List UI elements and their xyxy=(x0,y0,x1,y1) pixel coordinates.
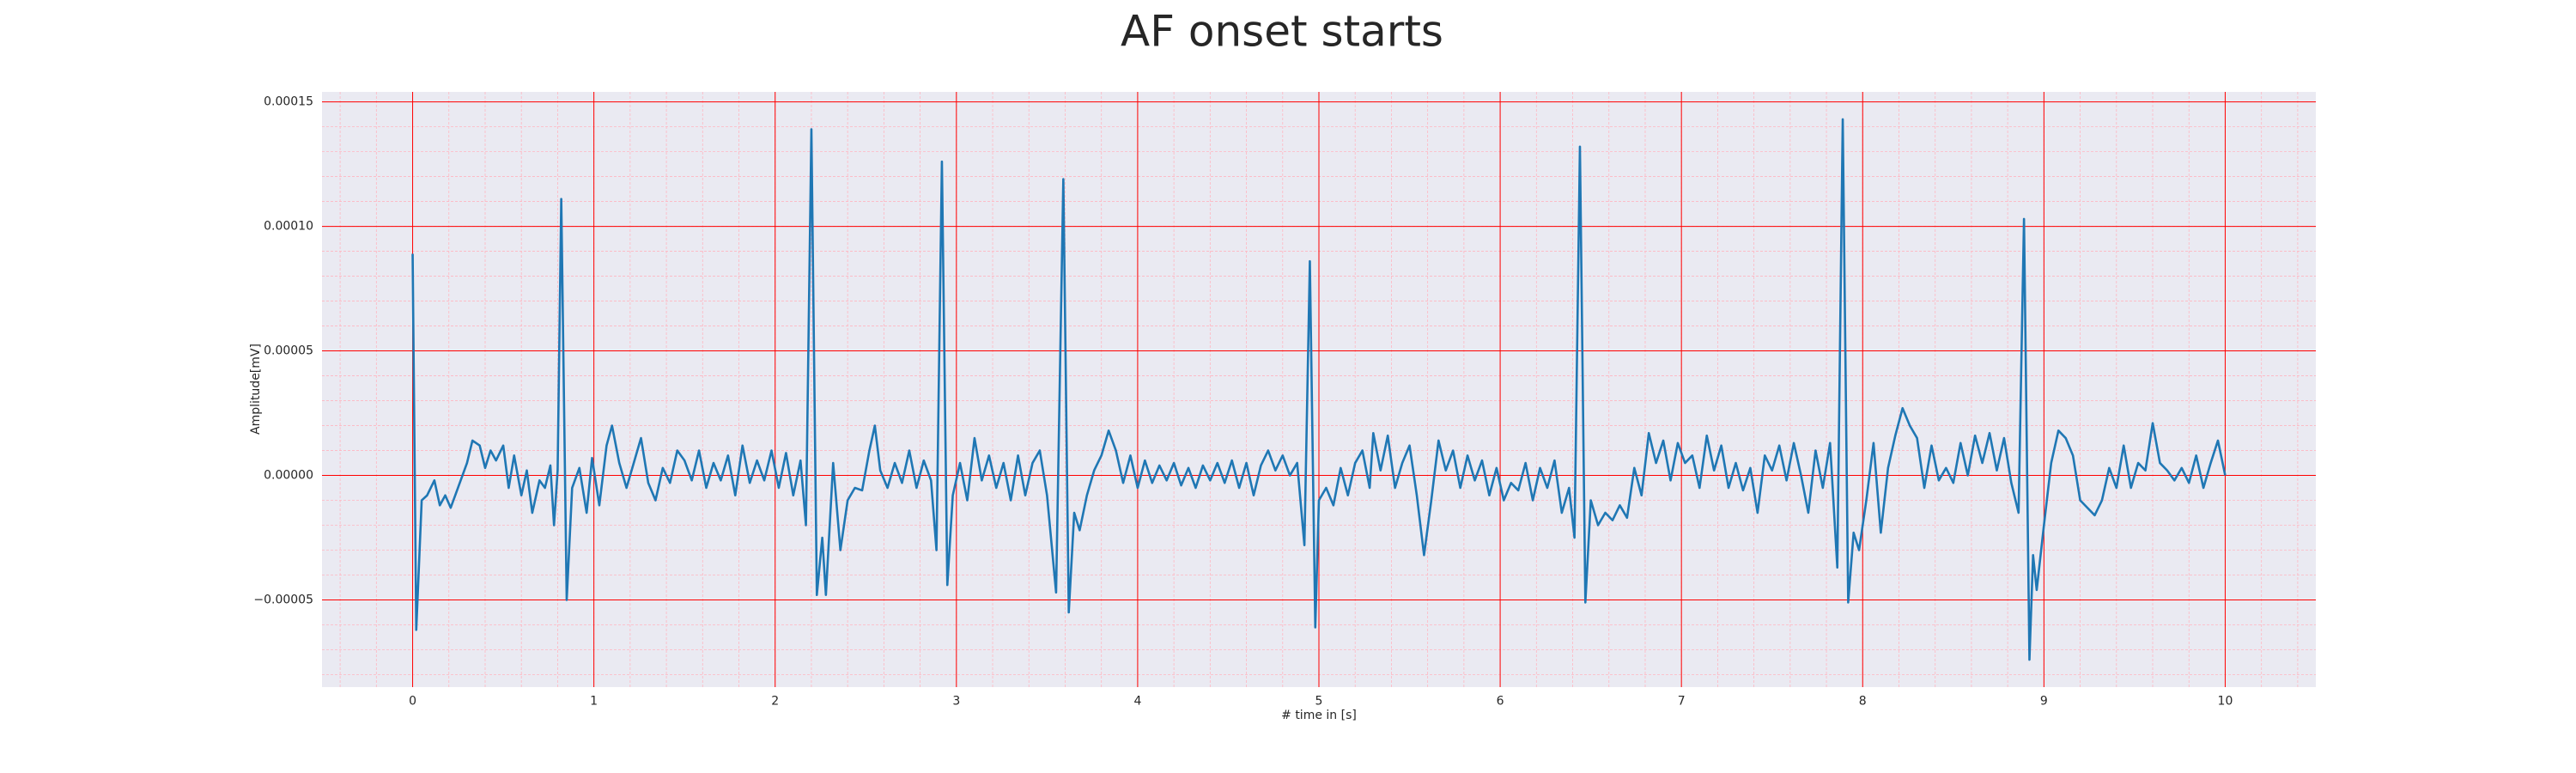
x-tick-label: 5 xyxy=(1315,695,1323,709)
x-tick-label: 9 xyxy=(2040,695,2048,709)
y-tick-label: 0.00000 xyxy=(264,469,313,483)
ecg-line xyxy=(411,118,2227,661)
x-tick-label: 7 xyxy=(1678,695,1686,709)
x-tick-label: 0 xyxy=(409,695,416,709)
x-axis-label: # time in [s] xyxy=(1281,709,1357,722)
y-tick-label: 0.00015 xyxy=(264,95,313,109)
x-tick-label: 3 xyxy=(952,695,960,709)
x-tick-label: 2 xyxy=(771,695,779,709)
x-tick-label: 4 xyxy=(1133,695,1141,709)
y-tick-label: 0.00005 xyxy=(264,344,313,358)
y-axis-label: Amplitude[mV] xyxy=(249,344,263,435)
y-tick-label: 0.00010 xyxy=(264,220,313,234)
chart-title: AF onset starts xyxy=(1121,7,1443,57)
x-tick-label: 1 xyxy=(590,695,598,709)
x-tick-label: 8 xyxy=(1859,695,1867,709)
x-tick-label: 10 xyxy=(2218,695,2233,709)
y-tick-label: −0.00005 xyxy=(253,593,313,607)
x-tick-label: 6 xyxy=(1497,695,1504,709)
